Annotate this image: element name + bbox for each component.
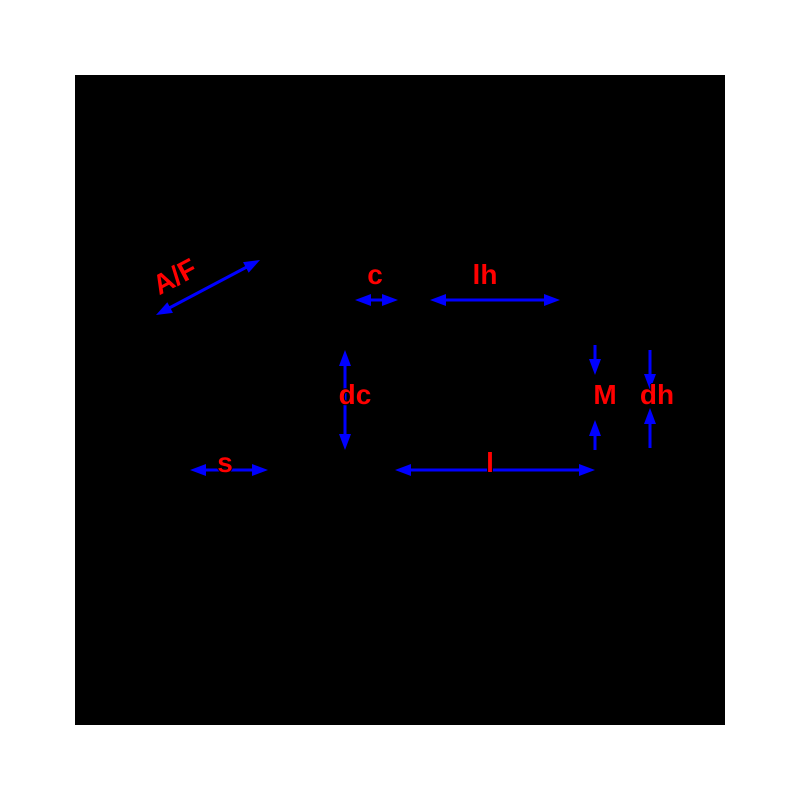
dim-label-dh: dh bbox=[640, 379, 674, 411]
dim-label-c: c bbox=[367, 259, 383, 291]
diagram-stage: A/FscdclhlMdh bbox=[0, 0, 800, 800]
dim-label-lh: lh bbox=[473, 259, 498, 291]
dimension-overlay bbox=[0, 0, 800, 800]
dim-label-dc: dc bbox=[339, 379, 372, 411]
dim-label-m: M bbox=[593, 379, 616, 411]
dim-label-l: l bbox=[486, 447, 494, 479]
dim-label-s: s bbox=[217, 447, 233, 479]
